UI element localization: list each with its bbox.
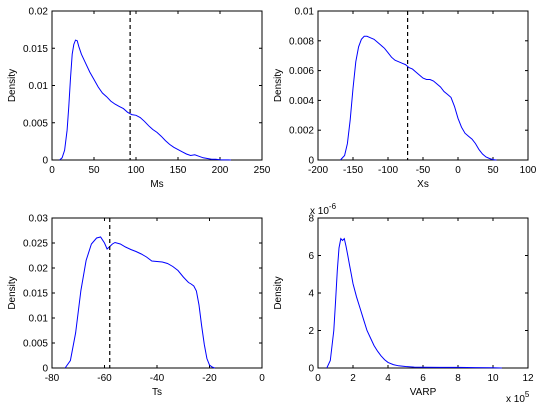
x-tick-label: -100	[378, 165, 398, 176]
y-tick-label: 0.004	[289, 96, 314, 107]
subplot-4: 0 2 4 6 8 10 12 0 2 4 6 8 VARP Density x 10-6 x 105	[273, 202, 534, 405]
axes-box	[51, 217, 263, 369]
y-axis-label: Density	[7, 276, 18, 309]
y-tick-label: 0	[42, 156, 48, 167]
y-exponent: x 10-6	[310, 202, 337, 217]
y-tick-label: 0.02	[29, 7, 49, 18]
x-tick-label: 50	[88, 165, 100, 176]
x-axis-label: Ts	[152, 387, 162, 398]
x-tick-label: 8	[455, 373, 461, 384]
x-tick-label: -150	[343, 165, 363, 176]
y-axis-label: Density	[7, 69, 18, 102]
density-curve	[340, 35, 497, 161]
subplot-1: 0 50 100 150 200 250 0 0.005 0.01 0.015 0.02 Ms Dens…	[7, 7, 271, 191]
axes-box	[317, 10, 529, 161]
x-tick-label: -20	[202, 373, 217, 384]
density-curve	[64, 236, 215, 369]
y-tick-label: 0.025	[23, 239, 48, 250]
x-tick-label: 250	[254, 165, 271, 176]
subplot-2: -200 -150 -100 -50 0 50 100 0 0.002 0.004 0.006 0.0…	[273, 7, 537, 191]
y-tick-label: 0.008	[289, 36, 314, 47]
density-curve	[59, 39, 231, 161]
x-tick-label: -40	[150, 373, 165, 384]
y-tick-label: 0.01	[29, 81, 49, 92]
x-exponent-power: 5	[525, 390, 530, 399]
y-tick-label: 0.03	[29, 214, 49, 225]
y-tick-label: 0.005	[23, 339, 48, 350]
x-tick-label: 4	[385, 373, 391, 384]
y-tick-label: 0.01	[29, 314, 49, 325]
x-tick-label: 0	[259, 373, 265, 384]
y-tick-label: 0.01	[295, 7, 315, 18]
x-tick-label: 0	[455, 165, 461, 176]
y-tick-label: 6	[308, 251, 314, 262]
y-tick-label: 0.02	[29, 264, 49, 275]
y-tick-label: 0.015	[23, 289, 48, 300]
x-axis-label: Xs	[417, 179, 429, 190]
x-tick-label: 6	[420, 373, 426, 384]
x-tick-label: 100	[520, 165, 537, 176]
axes-box	[51, 10, 263, 161]
x-tick-label: 10	[487, 373, 499, 384]
x-tick-label: 2	[350, 373, 356, 384]
y-axis-label: Density	[273, 276, 284, 309]
x-tick-label: -60	[97, 373, 112, 384]
y-axis-label: Density	[273, 69, 284, 102]
x-tick-label: 200	[212, 165, 229, 176]
x-tick-label: 0	[49, 165, 55, 176]
y-tick-label: 0.005	[23, 118, 48, 129]
x-axis-label: VARP	[410, 387, 437, 398]
y-tick-label: 0	[42, 364, 48, 375]
axes-box	[317, 217, 529, 369]
y-tick-label: 0.006	[289, 66, 314, 77]
x-tick-label: 50	[487, 165, 499, 176]
y-tick-label: 0	[308, 364, 314, 375]
y-exponent-power: -6	[329, 202, 337, 211]
y-tick-label: 0.015	[23, 44, 48, 55]
x-exponent: x 105	[506, 390, 530, 405]
y-tick-label: 8	[308, 214, 314, 225]
x-tick-label: -80	[45, 373, 60, 384]
x-tick-label: 12	[522, 373, 534, 384]
x-tick-label: 150	[170, 165, 187, 176]
x-tick-label: 100	[128, 165, 145, 176]
y-tick-label: 2	[308, 326, 314, 337]
x-tick-label: -50	[416, 165, 431, 176]
density-curve	[326, 237, 502, 369]
subplot-3: -80 -60 -40 -20 0 0 0.005 0.01 0.015 0.02 0.025 0.0…	[7, 214, 265, 399]
y-tick-label: 4	[308, 289, 314, 300]
x-tick-label: -200	[308, 165, 328, 176]
x-tick-label: 0	[315, 373, 321, 384]
x-axis-label: Ms	[150, 179, 163, 190]
y-tick-label: 0	[308, 156, 314, 167]
y-tick-label: 0.002	[289, 126, 314, 137]
